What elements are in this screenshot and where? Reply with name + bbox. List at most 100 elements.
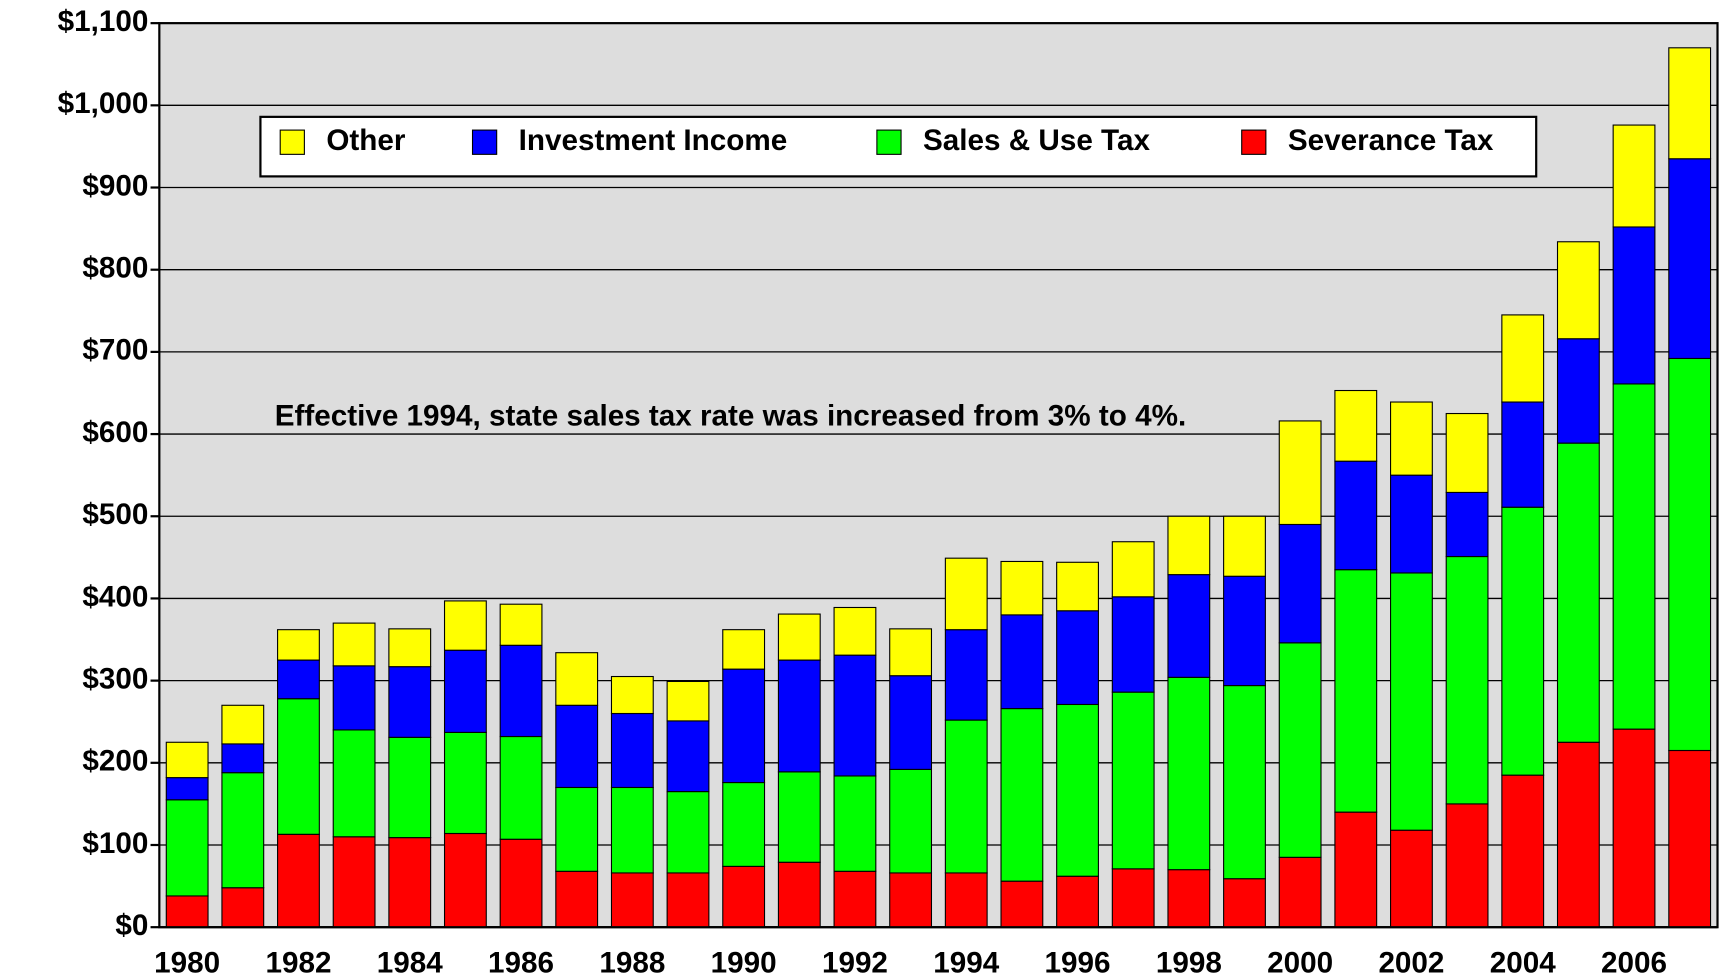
bar-segment [610,675,654,715]
bar-segment [499,644,543,738]
bar-segment [1111,868,1155,928]
bar-segment [1056,875,1099,928]
bar-segment [388,666,432,738]
bar-segment [1334,569,1378,813]
bar-segment [1556,741,1600,928]
bar-segment [1278,856,1322,928]
bar-segment [1668,158,1712,360]
x-tick-label: 1992 [822,946,888,979]
bar-segment [1334,389,1378,462]
bar-segment [443,649,487,733]
bar-segment [388,837,432,928]
bar-segment [1278,642,1322,858]
bar-segment [221,887,265,928]
bar-segment [332,729,376,838]
bar-segment [1668,357,1712,752]
bar-segment [777,613,821,661]
y-tick-label: $300 [82,662,148,695]
bar-segment [165,799,209,897]
legend-label: Other [326,124,406,157]
bar-segment [277,659,320,700]
bar-segment [722,781,766,867]
bar-segment [1000,708,1044,882]
bar-segment [443,600,487,651]
bar-segment [1501,506,1545,776]
bar-segment [221,704,265,745]
bar-segment [1612,383,1656,730]
bar-segment [889,872,933,928]
legend-swatch [471,129,498,155]
x-tick-label: 1984 [377,946,443,979]
y-tick-label: $200 [82,745,148,778]
x-tick-label: 1982 [265,946,331,979]
bar-segment [1390,572,1433,831]
legend-label: Severance Tax [1288,124,1494,157]
bar-segment [610,712,654,789]
bar-segment [1556,442,1600,743]
bar-segment [165,777,209,801]
y-tick-label: $0 [115,909,148,942]
bar-segment [1612,124,1656,228]
bar-segment [1223,685,1266,880]
bar-segment [777,659,821,773]
bar-segment [1612,226,1656,385]
bar-segment [443,731,487,835]
bar-segment [666,680,710,722]
bar-segment [165,895,209,928]
bar-segment [277,629,320,661]
y-tick-label: $400 [82,580,148,613]
y-tick-label: $600 [82,416,148,449]
bars [165,47,1712,928]
bar-segment [555,652,599,706]
bar-segment [1501,314,1545,403]
bar-segment [722,629,766,670]
bar-segment [1445,555,1489,805]
bar-segment [1334,811,1378,928]
y-tick-label: $1,100 [58,5,149,38]
bar-segment [443,832,487,928]
bar-segment [1000,614,1044,710]
bar-segment [555,704,599,789]
bar-segment [1556,338,1600,444]
bar-segment [1111,691,1155,870]
y-tick-label: $800 [82,252,148,285]
bar-segment [944,557,988,631]
bar-segment [1056,610,1099,706]
bar-segment [666,872,710,928]
bar-segment [833,606,877,656]
legend-swatch [1241,129,1267,155]
bar-segment [944,872,988,928]
bar-segment [889,675,933,770]
x-tick-label: 1994 [933,946,999,979]
bar-segment [1056,703,1099,877]
y-tick-label: $500 [82,498,148,531]
bar-segment [1000,560,1044,616]
legend-swatch [279,129,305,155]
bar-segment [1000,880,1044,928]
bar-segment [221,772,265,889]
bar-segment [1278,420,1322,526]
bar-segment [1223,515,1266,577]
bar-segment [1445,491,1489,558]
bar-segment [1390,829,1433,928]
bar-segment [1612,728,1656,928]
bar-segment [1556,241,1600,340]
bar-segment [1223,575,1266,687]
x-tick-label: 2006 [1601,946,1667,979]
bar-segment [833,870,877,928]
bar-segment [332,836,376,928]
bar-segment [666,791,710,874]
bar-segment [610,872,654,928]
bar-segment [1334,460,1378,571]
x-tick-label: 2002 [1378,946,1444,979]
x-tick-label: 1980 [154,946,220,979]
x-tick-label: 1996 [1045,946,1111,979]
x-tick-label: 1986 [488,946,554,979]
bar-segment [722,668,766,784]
bar-segment [499,735,543,840]
bar-segment [388,628,432,668]
y-tick-label: $1,000 [58,87,149,120]
bar-segment [555,870,599,928]
bar-segment [1111,541,1155,598]
bar-segment [1278,523,1322,644]
